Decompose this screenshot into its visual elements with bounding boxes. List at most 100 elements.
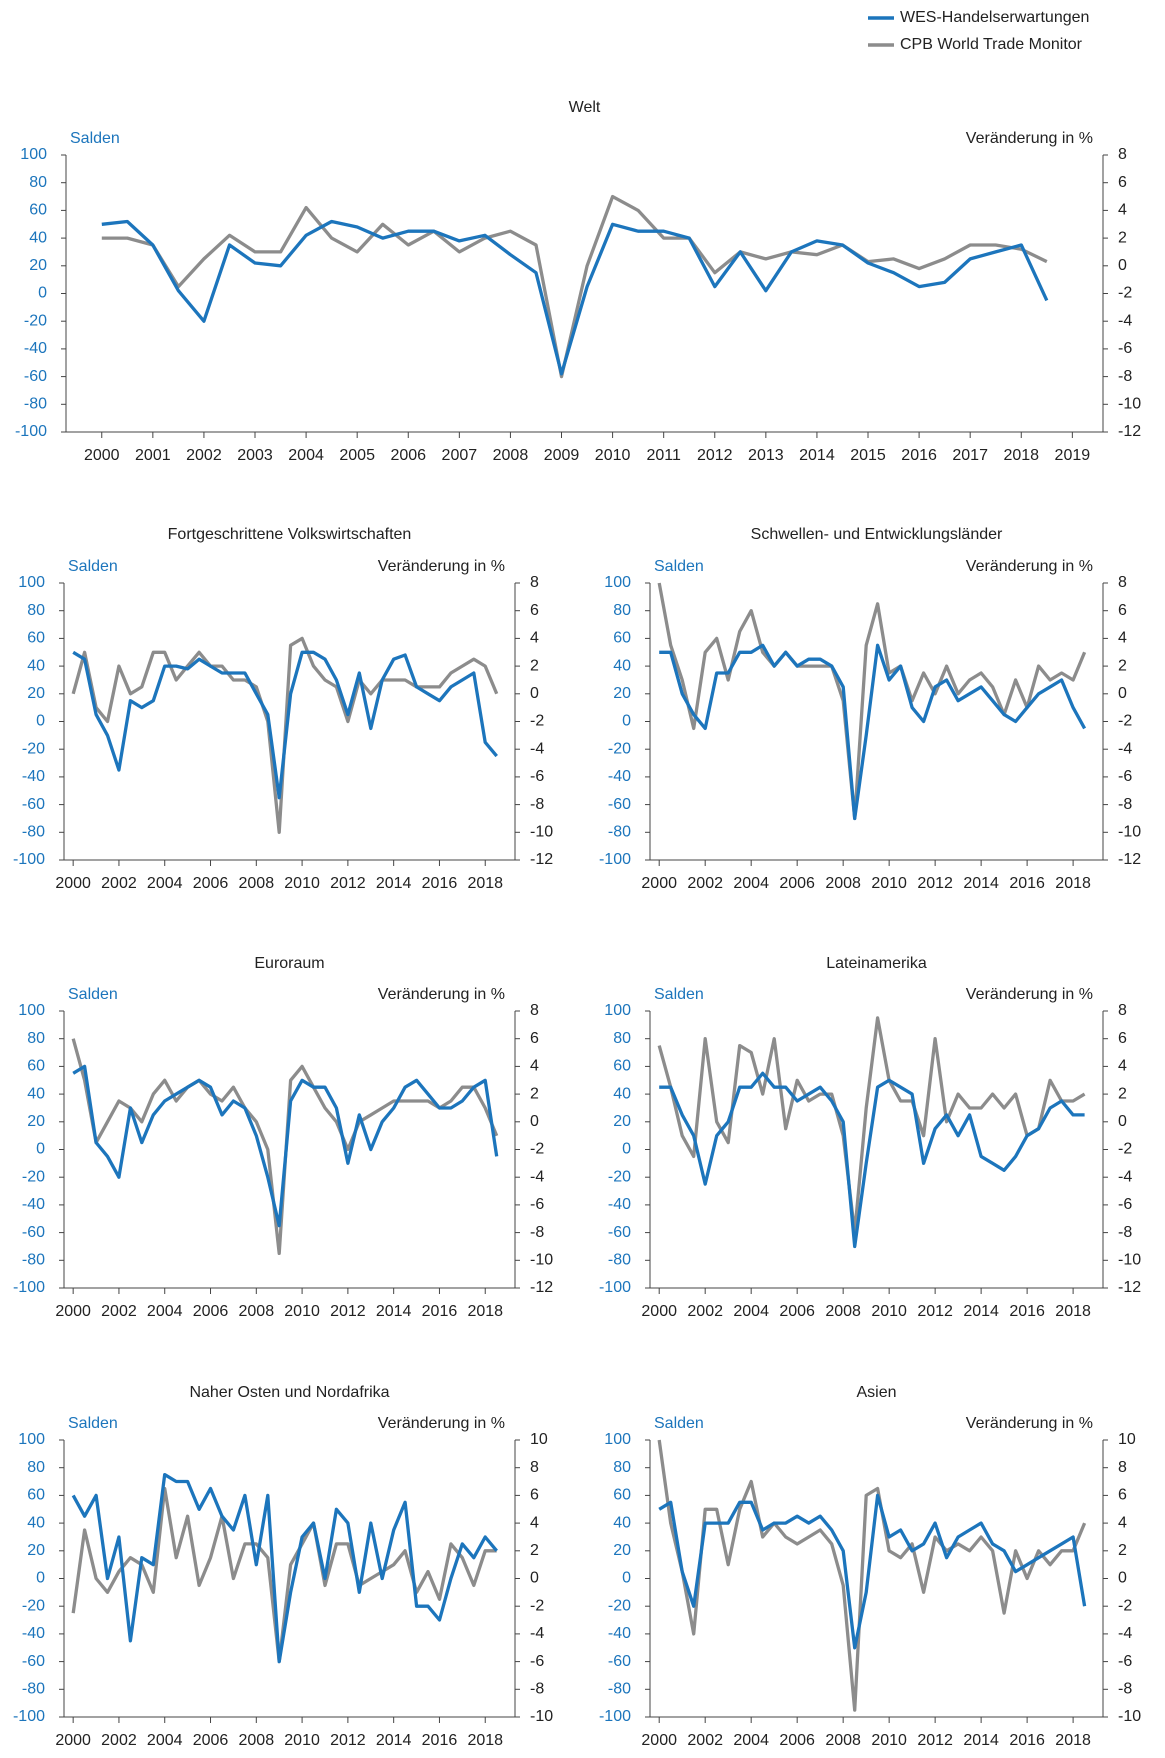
- y2-tick-label: -8: [530, 1224, 544, 1241]
- x-tick-label: 2002: [687, 1732, 723, 1749]
- y2-tick-label: -8: [1118, 1681, 1132, 1698]
- y2-tick-label: -6: [530, 1653, 544, 1670]
- y-tick-label: 80: [613, 602, 631, 619]
- y-tick-label: 0: [622, 713, 631, 730]
- x-tick-label: 2017: [952, 447, 988, 464]
- y-tick-label: -40: [22, 1196, 45, 1213]
- y-tick-label: -100: [599, 1708, 631, 1725]
- y-tick-label: -80: [24, 396, 47, 413]
- y2-tick-label: -12: [530, 851, 553, 868]
- y-tick-label: 80: [27, 1459, 45, 1476]
- x-tick-label: 2016: [1009, 1303, 1045, 1320]
- y-tick-label: -100: [13, 1708, 45, 1725]
- y-tick-label: 0: [622, 1141, 631, 1158]
- data-line: [72, 650, 498, 800]
- y2-tick-label: -8: [1118, 796, 1132, 813]
- x-tick-label: 2002: [687, 875, 723, 892]
- y2-tick-label: 6: [1118, 1030, 1127, 1047]
- x-tick-label: 2000: [84, 447, 120, 464]
- y-tick-label: 60: [27, 630, 45, 647]
- y2-tick-label: 2: [1118, 1085, 1127, 1102]
- y-tick-label: -80: [608, 1681, 631, 1698]
- chart-title: Schwellen- und Entwicklungsländer: [751, 526, 1003, 543]
- y-tick-label: -40: [608, 768, 631, 785]
- y-tick-label: 0: [38, 285, 47, 302]
- y-tick-label: 80: [613, 1459, 631, 1476]
- y-tick-label: 100: [604, 1002, 631, 1019]
- legend-label: CPB World Trade Monitor: [900, 36, 1083, 53]
- y2-axis-label: Veränderung in %: [966, 558, 1093, 575]
- x-tick-label: 2018: [1003, 447, 1039, 464]
- y-tick-label: 60: [29, 202, 47, 219]
- y-tick-label: -60: [608, 1653, 631, 1670]
- x-tick-label: 2016: [901, 447, 937, 464]
- y-tick-label: 100: [604, 1431, 631, 1448]
- x-tick-label: 2015: [850, 447, 886, 464]
- x-tick-label: 2008: [239, 1303, 275, 1320]
- y2-tick-label: 4: [530, 1058, 539, 1075]
- y-tick-label: -20: [22, 740, 45, 757]
- x-tick-label: 2006: [779, 1732, 815, 1749]
- y2-tick-label: 4: [1118, 202, 1127, 219]
- x-tick-label: 2012: [917, 1303, 953, 1320]
- y-tick-label: 0: [36, 1570, 45, 1587]
- y2-tick-label: -2: [1118, 1141, 1132, 1158]
- y-tick-label: -100: [599, 851, 631, 868]
- x-tick-label: 2000: [55, 875, 91, 892]
- x-tick-label: 2004: [147, 875, 183, 892]
- y-tick-label: 40: [29, 229, 47, 246]
- x-tick-label: 2012: [697, 447, 733, 464]
- x-tick-label: 2008: [239, 1732, 275, 1749]
- y-tick-label: 80: [27, 602, 45, 619]
- y-tick-label: -40: [608, 1625, 631, 1642]
- y-tick-label: -100: [599, 1279, 631, 1296]
- y2-tick-label: 8: [1118, 574, 1127, 591]
- y2-tick-label: -10: [1118, 396, 1141, 413]
- y-tick-label: 40: [27, 1085, 45, 1102]
- y-tick-label: -100: [13, 1279, 45, 1296]
- y-axis-label: Salden: [654, 1415, 704, 1432]
- x-tick-label: 2014: [376, 875, 412, 892]
- legend-label: WES-Handelserwartungen: [900, 9, 1089, 26]
- y2-tick-label: -4: [1118, 740, 1132, 757]
- x-tick-label: 2016: [422, 1732, 458, 1749]
- chart-title: Lateinamerika: [826, 955, 927, 972]
- y-axis-label: Salden: [68, 986, 118, 1003]
- y2-tick-label: -8: [1118, 1224, 1132, 1241]
- x-tick-label: 2007: [442, 447, 478, 464]
- x-tick-label: 2004: [288, 447, 324, 464]
- x-tick-label: 2016: [1009, 875, 1045, 892]
- data-line: [657, 1439, 1087, 1712]
- y2-tick-label: -6: [530, 768, 544, 785]
- y-tick-label: -80: [22, 824, 45, 841]
- y2-tick-label: -8: [1118, 368, 1132, 385]
- y2-tick-label: 0: [1118, 257, 1127, 274]
- y2-tick-label: -12: [1118, 423, 1141, 440]
- y2-tick-label: 10: [1118, 1431, 1136, 1448]
- x-tick-label: 2012: [917, 1732, 953, 1749]
- x-tick-label: 2000: [641, 1303, 677, 1320]
- y-tick-label: 80: [27, 1030, 45, 1047]
- y2-tick-label: -2: [530, 713, 544, 730]
- x-tick-label: 2002: [101, 1732, 137, 1749]
- x-tick-label: 2018: [467, 1303, 503, 1320]
- y2-tick-label: -6: [1118, 768, 1132, 785]
- x-tick-label: 2018: [1055, 875, 1091, 892]
- y-axis-label: Salden: [654, 558, 704, 575]
- y2-tick-label: 8: [530, 1002, 539, 1019]
- y-axis-label: Salden: [70, 130, 120, 147]
- y2-tick-label: -2: [1118, 285, 1132, 302]
- y-tick-label: -40: [22, 1625, 45, 1642]
- x-tick-label: 2006: [193, 875, 229, 892]
- y2-tick-label: 4: [530, 1514, 539, 1531]
- y2-axis-label: Veränderung in %: [966, 1415, 1093, 1432]
- x-tick-label: 2002: [687, 1303, 723, 1320]
- x-tick-label: 2002: [101, 1303, 137, 1320]
- y-tick-label: 40: [27, 657, 45, 674]
- x-tick-label: 2002: [186, 447, 222, 464]
- y2-tick-label: 0: [530, 685, 539, 702]
- y-tick-label: 20: [27, 1542, 45, 1559]
- data-line: [101, 194, 1048, 379]
- y2-tick-label: 6: [530, 602, 539, 619]
- y-tick-label: 40: [613, 1514, 631, 1531]
